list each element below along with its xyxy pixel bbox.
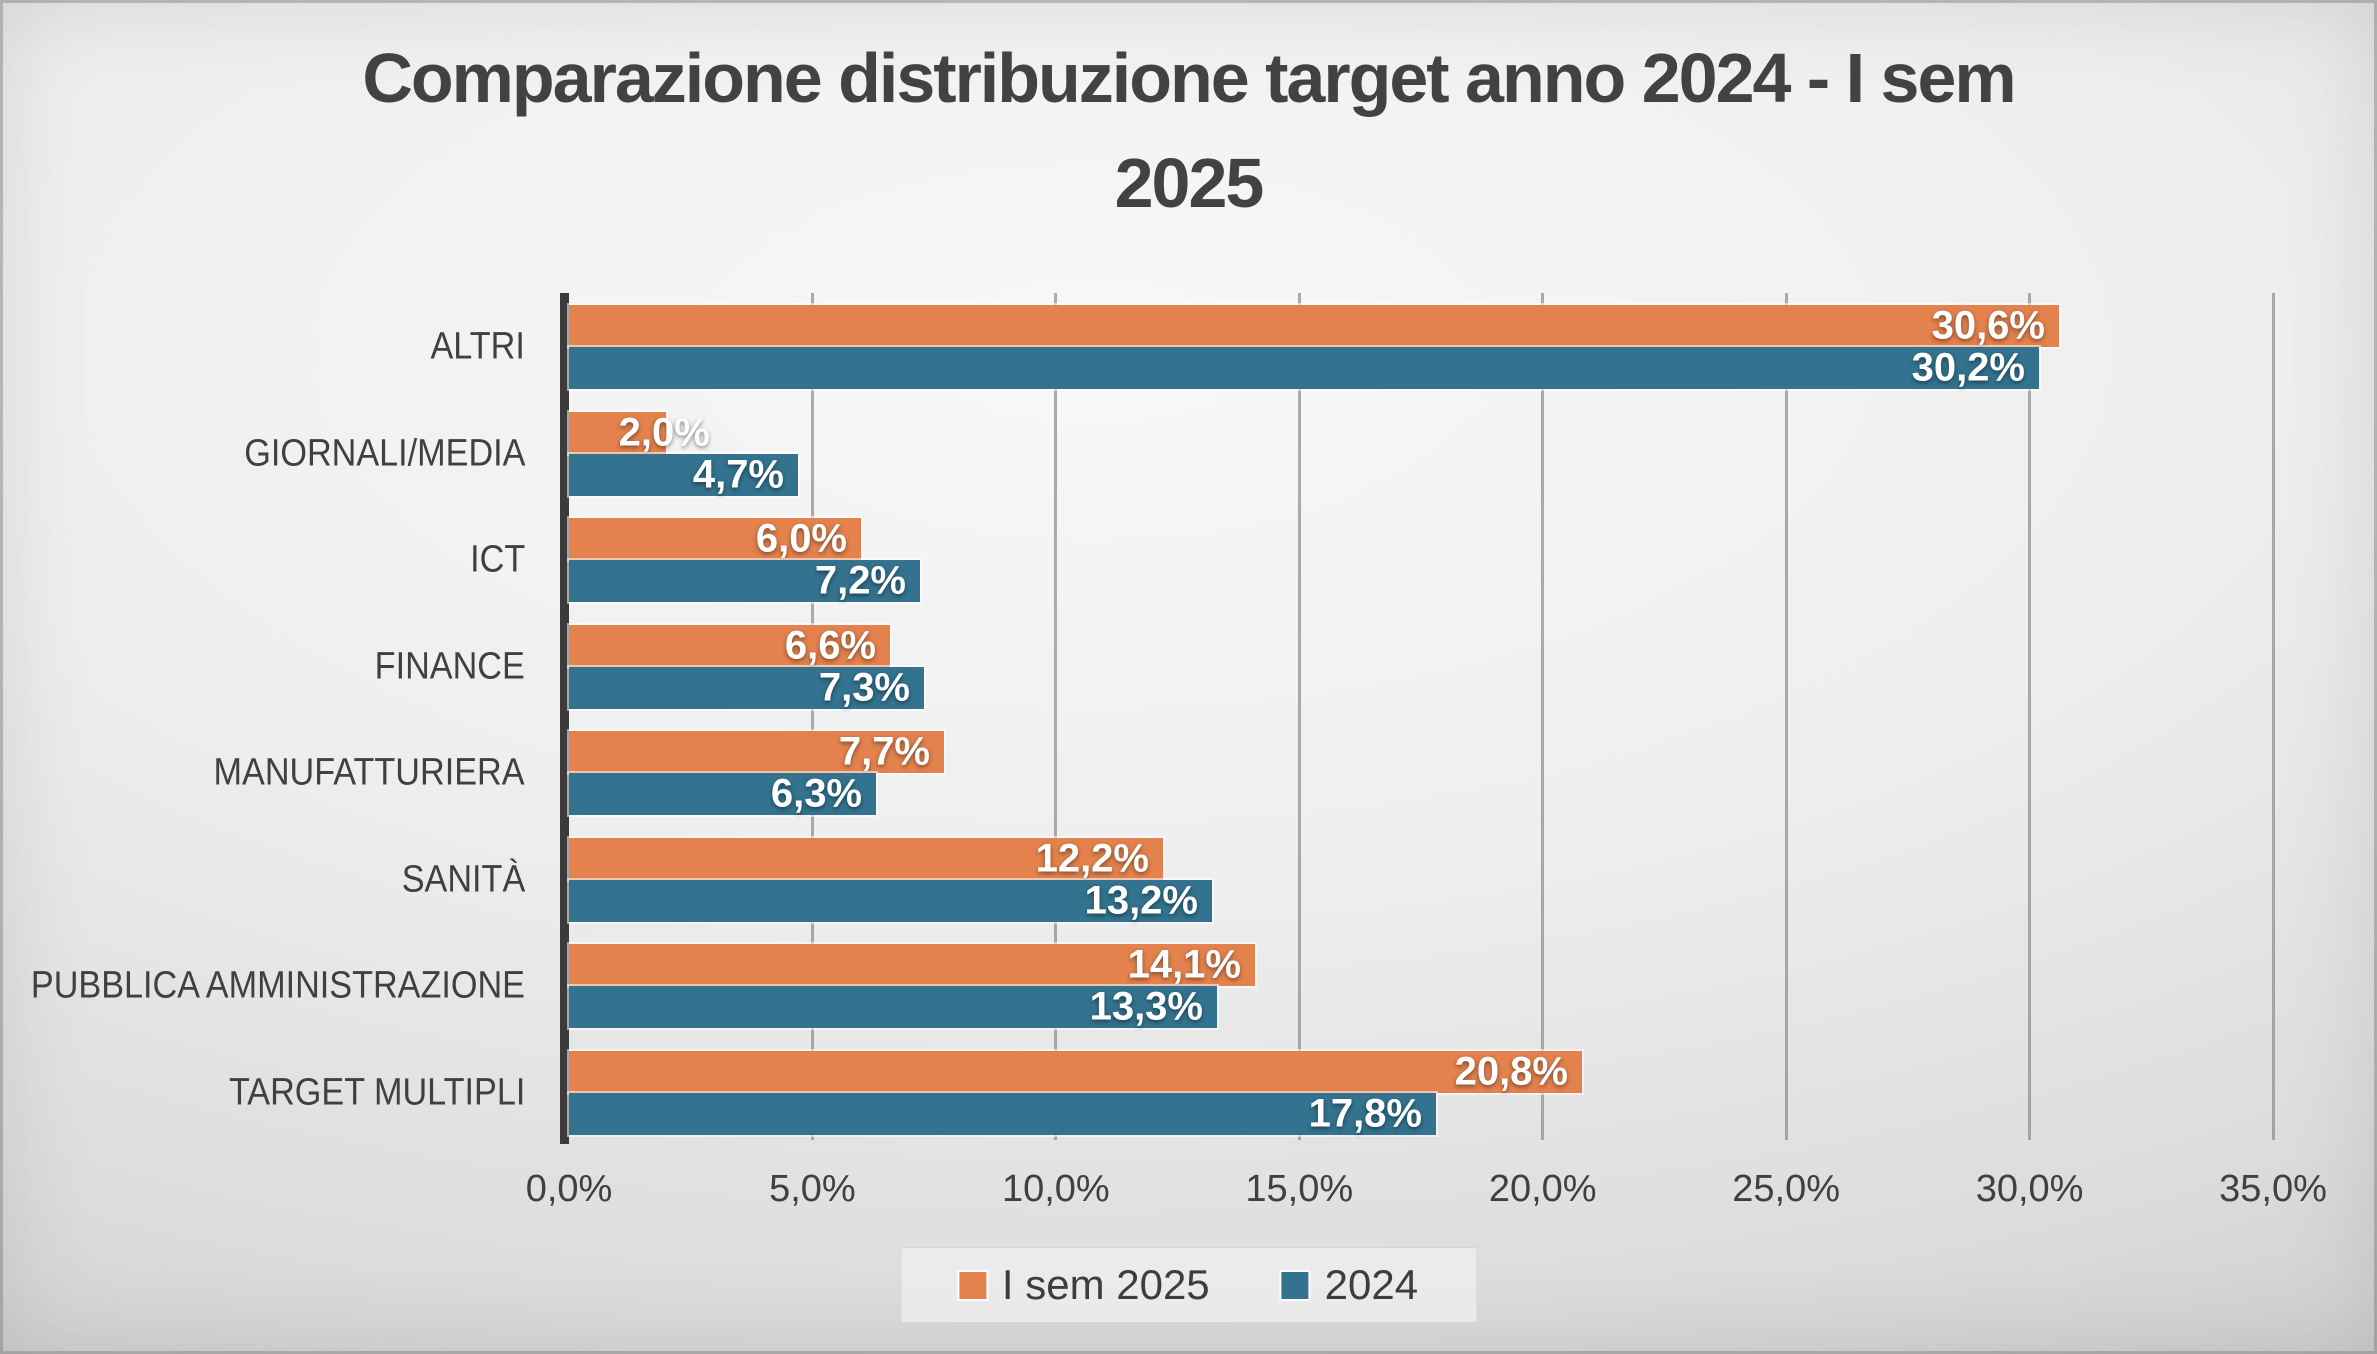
bar-group-2: ICT 6,0% 7,2% [470, 516, 2273, 603]
bar-group-0: ALTRI 30,6% 30,2% [431, 303, 2273, 390]
plot-area: ALTRI 30,6% 30,2% GIORNALI/MEDIA 2,0% 4,7% ICT… [31, 293, 2275, 1144]
x-tick-label: 20,0% [1488, 1168, 1597, 1210]
gridline-20,0% [1541, 293, 1545, 1140]
category-label: GIORNALI/MEDIA [243, 432, 525, 474]
y-axis-line [560, 293, 569, 1144]
bar-2024: 6,3% [569, 771, 876, 816]
gridline-35,0% [2271, 293, 2275, 1140]
bar-2024: 13,2% [569, 878, 1212, 922]
x-tick-label: 0,0% [525, 1168, 613, 1210]
legend-label-i-sem-2025: I sem 2025 [1001, 1261, 1210, 1308]
bar-group-5: SANITÀ 12,2% 13,2% [401, 836, 2273, 922]
chart-title-line-1: Comparazione distribuzione target anno 2… [362, 39, 2016, 117]
bar-2024: 4,7% [569, 452, 798, 496]
bar-value-label: 6,0% [755, 516, 847, 561]
gridline-15,0% [1297, 293, 1301, 1140]
bar-2024: 7,3% [569, 665, 924, 709]
x-tick-label: 10,0% [1001, 1168, 1110, 1210]
bar-group-1: GIORNALI/MEDIA 2,0% 4,7% [244, 410, 2273, 496]
bar-i-sem-2025: 2,0% [569, 410, 710, 454]
bar-value-label: 13,3% [1089, 984, 1203, 1029]
bar-value-label: 14,1% [1127, 942, 1241, 987]
x-tick-label: 30,0% [1975, 1168, 2084, 1210]
bar-value-label: 30,6% [1931, 303, 2045, 348]
bar-i-sem-2025: 20,8% [569, 1049, 1582, 1093]
bar-i-sem-2025: 12,2% [569, 836, 1163, 880]
bar-group-7: TARGET MULTIPLI 20,8% 17,8% [229, 1049, 2273, 1135]
gridline-10,0% [1054, 293, 1058, 1140]
x-tick-label: 5,0% [769, 1168, 856, 1210]
category-label: SANITÀ [401, 858, 525, 900]
bar-value-label: 7,3% [818, 665, 910, 709]
legend-item-i-sem-2025: I sem 2025 [958, 1261, 1210, 1309]
bar-value-label: 20,8% [1454, 1049, 1568, 1093]
legend-item-2024: 2024 [1281, 1261, 1419, 1309]
bar-value-label: 7,2% [814, 558, 906, 603]
bar-group-3: FINANCE 6,6% 7,3% [375, 623, 2273, 709]
bar-value-label: 4,7% [692, 452, 784, 496]
bar-value-label: 6,3% [770, 771, 862, 816]
bar-value-label: 2,0% [618, 410, 710, 454]
legend-swatch-i-sem-2025-icon [958, 1271, 986, 1299]
gridline-30,0% [2028, 293, 2032, 1140]
bar-group-4: MANUFATTURIERA 7,7% 6,3% [214, 729, 2273, 816]
category-label: TARGET MULTIPLI [228, 1071, 525, 1113]
category-label: PUBBLICA AMMINISTRAZIONE [30, 964, 525, 1007]
bar-value-label: 30,2% [1911, 345, 2025, 390]
category-label: FINANCE [374, 645, 525, 687]
bar-i-sem-2025: 7,7% [569, 729, 944, 774]
bar-i-sem-2025: 6,0% [569, 516, 861, 561]
x-tick-label: 35,0% [2219, 1168, 2327, 1210]
bar-2024: 13,3% [569, 984, 1217, 1029]
bar-i-sem-2025: 14,1% [569, 942, 1255, 987]
bar-value-label: 7,7% [838, 729, 930, 774]
chart-title: Comparazione distribuzione target anno 2… [0, 26, 2377, 236]
x-tick-label: 25,0% [1732, 1168, 1841, 1210]
chart-title-line-2: 2025 [1114, 144, 1265, 222]
category-label: ICT [469, 538, 525, 581]
bar-value-label: 17,8% [1308, 1091, 1422, 1135]
bar-2024: 30,2% [569, 345, 2039, 390]
gridline-5,0% [810, 293, 814, 1140]
bar-value-label: 12,2% [1035, 836, 1149, 880]
legend: I sem 2025 2024 [899, 1247, 1478, 1323]
category-label: ALTRI [430, 325, 525, 368]
gridline-25,0% [1784, 293, 1788, 1140]
bar-2024: 7,2% [569, 558, 920, 603]
bar-value-label: 6,6% [784, 623, 876, 667]
bar-i-sem-2025: 30,6% [569, 303, 2059, 348]
bar-group-6: PUBBLICA AMMINISTRAZIONE 14,1% 13,3% [31, 942, 2273, 1029]
bar-i-sem-2025: 6,6% [569, 623, 890, 667]
category-label: MANUFATTURIERA [214, 751, 525, 794]
legend-label-2024: 2024 [1324, 1261, 1419, 1308]
x-tick-label: 15,0% [1245, 1168, 1354, 1210]
bar-2024: 17,8% [569, 1091, 1436, 1135]
bar-value-label: 13,2% [1084, 878, 1198, 922]
legend-swatch-2024-icon [1281, 1271, 1309, 1299]
